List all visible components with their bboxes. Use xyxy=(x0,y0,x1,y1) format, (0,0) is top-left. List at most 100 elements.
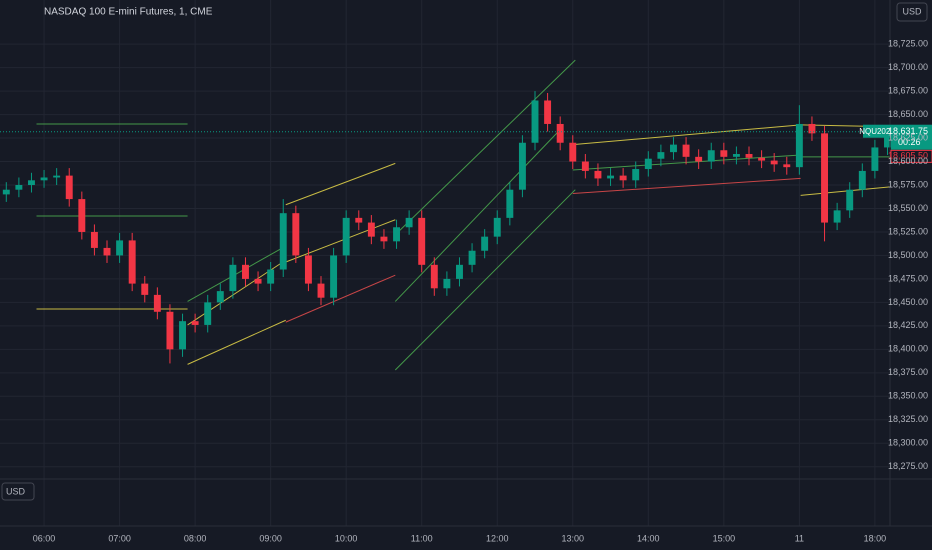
candle-body xyxy=(355,217,363,223)
candle-body xyxy=(569,142,577,162)
pane-button[interactable] xyxy=(1,482,35,501)
candle-body xyxy=(28,180,35,186)
trend-line xyxy=(572,154,801,171)
x-tick-label: 12:00 xyxy=(486,533,509,543)
candle-body xyxy=(456,264,463,279)
candle-body xyxy=(267,269,275,284)
candle-body xyxy=(191,321,199,325)
candle-body xyxy=(405,217,413,228)
candle-body xyxy=(216,291,224,303)
candle-body xyxy=(342,217,350,256)
trend-line xyxy=(394,189,576,371)
y-tick-label: 18,300.00 xyxy=(888,438,928,448)
marker-price-box xyxy=(890,149,932,163)
candle-body xyxy=(90,231,98,248)
candle-body xyxy=(292,213,300,256)
pane-label[interactable]: USD xyxy=(6,486,26,496)
candle-body xyxy=(644,158,652,170)
candle-body xyxy=(871,147,879,171)
trend-line xyxy=(572,124,801,146)
symbol-label: NQU2024 xyxy=(859,127,895,136)
y-tick-label: 18,425.00 xyxy=(888,320,928,330)
candle-body xyxy=(808,123,816,134)
candle-body xyxy=(518,142,526,190)
currency-label[interactable]: USD xyxy=(902,6,922,16)
candle-body xyxy=(103,247,111,256)
y-tick-label: 18,450.00 xyxy=(888,297,928,307)
trend-line xyxy=(285,219,396,263)
candle-body xyxy=(393,227,400,242)
currency-button[interactable] xyxy=(896,2,928,22)
y-tick-label: 18,500.00 xyxy=(888,250,928,260)
y-tick-label: 18,375.00 xyxy=(888,367,928,377)
y-tick-label: 18,725.00 xyxy=(888,39,928,49)
candle-body xyxy=(468,250,476,265)
trend-line xyxy=(800,186,891,196)
candle-body xyxy=(40,177,48,181)
y-tick-label: 18,650.00 xyxy=(888,109,928,119)
candle-body xyxy=(720,150,728,157)
candle-body xyxy=(2,189,10,195)
x-tick-label: 18:00 xyxy=(864,533,887,543)
candle-body xyxy=(594,170,602,179)
trend-line xyxy=(285,274,396,323)
candle-body xyxy=(242,264,249,279)
candle-body xyxy=(229,264,237,292)
chart-title: NASDAQ 100 E-mini Futures, 1, CME xyxy=(44,7,213,18)
candle-body xyxy=(430,264,438,289)
candle-body xyxy=(330,255,338,298)
x-tick-label: 06:00 xyxy=(33,533,56,543)
candle-body xyxy=(556,123,564,143)
x-tick-label: 11 xyxy=(795,533,804,543)
last-price-label: 18,631.75 xyxy=(888,126,928,136)
candle-body xyxy=(418,217,426,265)
symbol-box xyxy=(863,124,891,138)
candle-body xyxy=(204,302,212,325)
candle-body xyxy=(531,100,539,143)
y-tick-label: 18,675.00 xyxy=(888,85,928,95)
marker-price-label: 18,605.50 xyxy=(888,151,928,161)
x-tick-label: 09:00 xyxy=(259,533,282,543)
candle-body xyxy=(657,152,665,159)
x-tick-label: 11:00 xyxy=(411,533,433,543)
last-price-box xyxy=(891,124,932,150)
candle-body xyxy=(367,222,375,237)
candle-body xyxy=(506,189,514,218)
x-tick-label: 08:00 xyxy=(184,533,207,543)
y-tick-label: 18,400.00 xyxy=(888,344,928,354)
candle-body xyxy=(783,164,791,168)
candle-body xyxy=(254,278,262,284)
candle-body xyxy=(884,133,891,148)
candle-body xyxy=(707,150,715,162)
y-tick-label: 18,525.00 xyxy=(888,226,928,236)
candle-body xyxy=(279,213,287,270)
candle-body xyxy=(682,144,690,157)
trend-line xyxy=(285,162,396,206)
y-tick-label: 18,550.00 xyxy=(888,203,928,213)
candle-body xyxy=(795,123,803,168)
candle-body xyxy=(166,311,174,350)
candle-body xyxy=(317,283,325,298)
candle-body xyxy=(632,169,640,181)
y-tick-label: 18,600.00 xyxy=(888,156,928,166)
x-tick-label: 14:00 xyxy=(637,533,660,543)
candle-body xyxy=(493,217,501,237)
candle-body xyxy=(695,156,703,162)
candle-body xyxy=(481,236,489,251)
candle-body xyxy=(833,210,841,223)
candle-body xyxy=(544,100,552,124)
candle-body xyxy=(78,199,86,232)
countdown-label: 00:26 xyxy=(898,137,921,147)
x-tick-label: 07:00 xyxy=(108,533,131,543)
y-tick-label: 18,575.00 xyxy=(888,179,928,189)
y-tick-label: 18,350.00 xyxy=(888,391,928,401)
trend-line xyxy=(394,59,576,236)
y-tick-label: 18,625.00 xyxy=(888,132,928,142)
candle-body xyxy=(141,283,149,295)
candle-body xyxy=(179,321,186,350)
candle-body xyxy=(581,161,589,171)
candle-body xyxy=(607,175,614,179)
candle-body xyxy=(443,278,451,289)
candles xyxy=(2,91,891,364)
